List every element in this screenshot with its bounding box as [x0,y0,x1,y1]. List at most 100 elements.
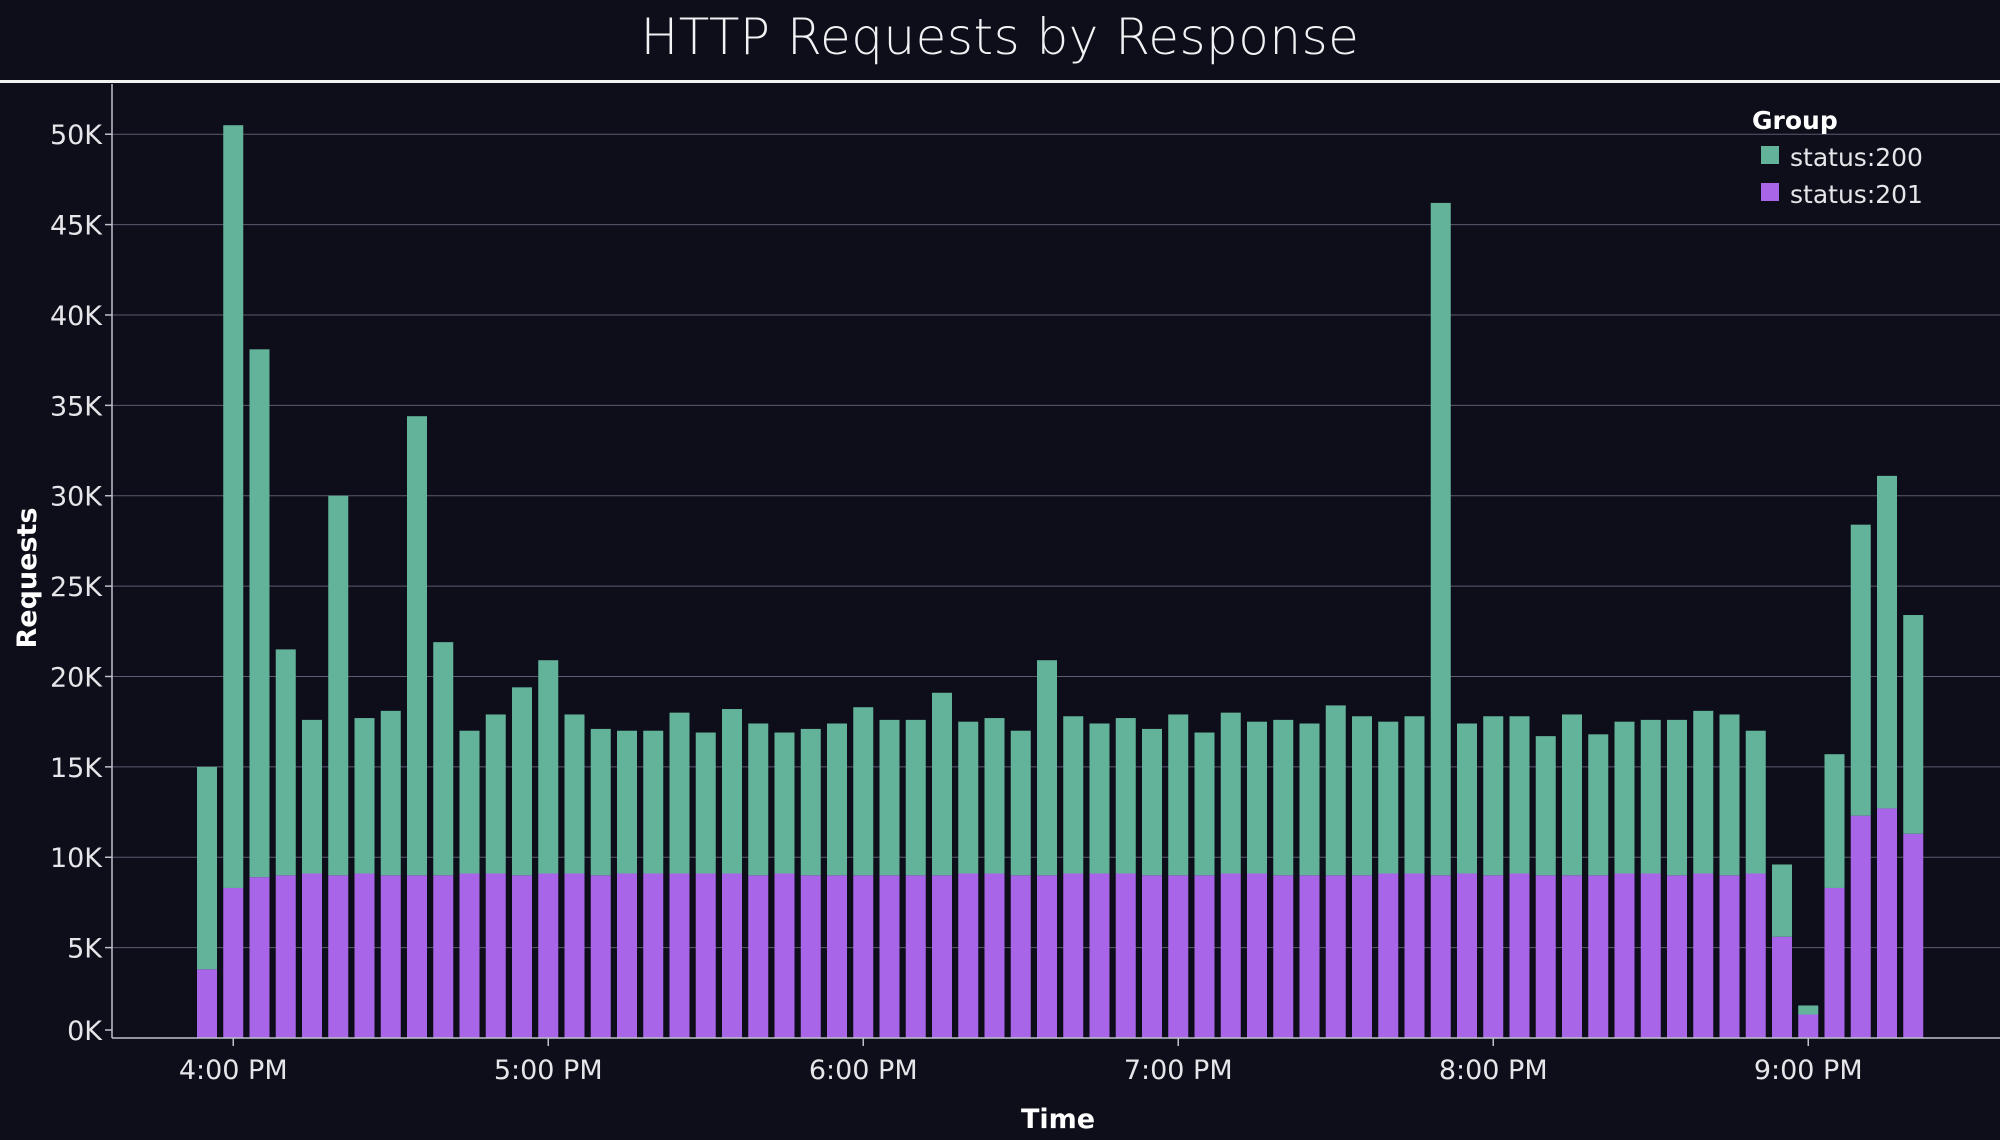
bar-status-200 [1457,723,1477,874]
bar-status-200 [669,712,690,874]
bar-status-200 [564,714,585,874]
bar-status-200 [984,718,1005,874]
bar-status-200 [1640,719,1661,874]
bar-status-200 [1299,723,1320,876]
bar-status-201 [1325,875,1346,1038]
y-tick-label: 40K [50,301,103,332]
x-tick-label: 6:00 PM [809,1055,918,1086]
bar-status-201 [1010,875,1031,1038]
bar-status-201 [590,875,611,1038]
bar-status-200 [1824,754,1845,888]
bar-status-200 [1168,714,1189,876]
axis-layer: 0K 5K 10K 15K 20K 25K 30K 35K 40K 45K 50K 4:00 PM 5:… [50,84,2000,1086]
bar-status-200 [1588,734,1609,876]
bar-status-200 [1509,716,1530,874]
bar-status-201 [433,875,454,1038]
bar-status-200 [197,766,217,970]
bar-status-200 [1037,660,1057,876]
y-tick-label: 10K [50,843,103,874]
bar-status-201 [1483,875,1504,1038]
bar-status-201 [984,873,1005,1038]
bar-status-200 [853,707,874,876]
bar-status-200 [774,732,795,874]
y-tick-label: 20K [50,662,103,693]
bar-status-201 [1220,873,1241,1038]
y-tick-label: 35K [50,391,103,422]
bar-status-201 [407,875,427,1038]
bar-status-200 [407,416,427,876]
legend-label-status-200: status:200 [1790,143,1923,172]
bar-status-201 [380,875,401,1038]
bar-status-200 [1142,728,1162,876]
bar-status-200 [1667,719,1687,876]
bar-status-201 [617,873,637,1038]
bar-status-201 [275,875,296,1038]
bar-status-200 [512,687,532,876]
bar-layer [197,125,1924,1038]
bar-status-200 [485,714,506,874]
x-tick-label: 5:00 PM [494,1055,603,1086]
bar-status-200 [1352,716,1372,876]
bar-status-200 [643,730,664,874]
bar-status-200 [748,723,769,876]
bar-status-201 [223,887,244,1038]
y-tick-label: 50K [50,120,103,151]
bar-status-201 [1877,808,1897,1038]
bar-status-201 [958,873,979,1038]
bar-status-200 [223,125,244,888]
bar-status-200 [1614,721,1635,874]
bar-status-201 [800,875,821,1038]
y-tick-label: 5K [67,934,103,965]
bar-status-200 [1247,721,1267,874]
bar-status-200 [1115,718,1136,874]
bar-status-201 [722,873,742,1038]
bar-status-201 [1089,873,1110,1038]
bar-status-200 [590,728,611,876]
bar-status-201 [1719,875,1740,1038]
bar-status-201 [827,875,847,1038]
bar-status-201 [1273,875,1294,1038]
bar-status-200 [827,723,847,876]
bar-status-200 [1745,730,1766,874]
bar-status-200 [433,642,454,876]
bar-status-201 [1509,873,1530,1038]
bar-status-201 [774,873,795,1038]
bar-status-200 [538,660,559,874]
bar-status-200 [1220,712,1241,874]
bar-status-201 [249,877,270,1038]
bar-status-201 [1850,815,1871,1038]
x-axis-label: Time [1021,1104,1095,1135]
bar-status-200 [958,721,979,874]
bar-status-201 [1693,873,1714,1038]
bar-status-201 [354,873,375,1038]
bar-status-201 [1745,873,1766,1038]
bar-status-201 [669,873,690,1038]
legend: Group status:200 status:201 [1752,106,1923,209]
bar-status-201 [1063,873,1084,1038]
x-tick-label: 4:00 PM [179,1055,288,1086]
bar-status-201 [905,875,926,1038]
bar-status-201 [1798,1014,1819,1038]
bar-status-200 [1010,730,1031,876]
bar-status-201 [695,873,716,1038]
bar-status-200 [695,732,716,874]
bar-status-201 [1614,873,1635,1038]
y-axis-label: Requests [12,507,43,648]
bar-status-201 [879,875,900,1038]
bar-status-200 [1404,716,1425,874]
bar-status-201 [643,873,664,1038]
bar-status-200 [1483,716,1504,876]
bar-status-200 [932,692,952,876]
bar-status-200 [1325,705,1346,876]
bar-status-201 [1299,875,1320,1038]
bar-status-201 [1194,875,1215,1038]
title-divider [0,80,2000,83]
bar-status-201 [1667,875,1687,1038]
bar-status-200 [380,710,401,876]
y-tick-label: 30K [50,482,103,513]
bar-status-201 [1378,873,1399,1038]
bar-status-201 [485,873,506,1038]
bar-status-201 [1247,873,1267,1038]
